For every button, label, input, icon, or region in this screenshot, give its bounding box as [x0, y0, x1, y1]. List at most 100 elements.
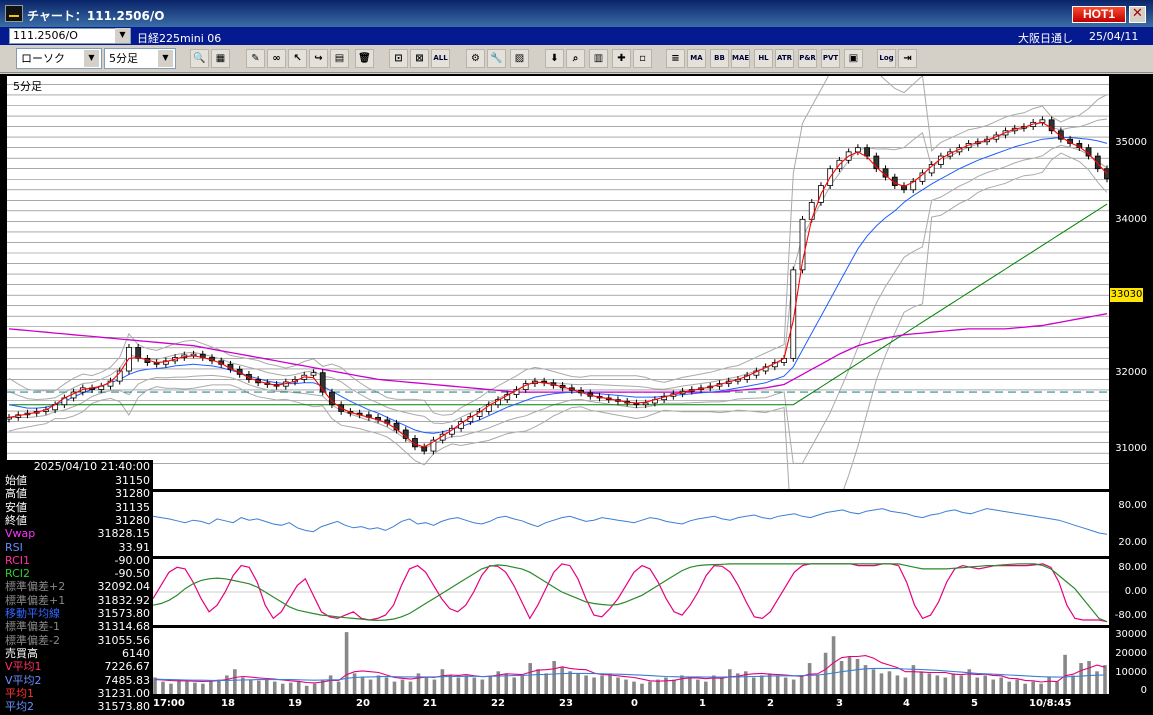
chart-type-select[interactable]: ローソク ▼	[16, 48, 102, 69]
bb-icon[interactable]: BB	[710, 49, 729, 68]
atr-icon[interactable]: ATR	[775, 49, 794, 68]
data-row-label: RCI1	[5, 553, 31, 567]
data-row-label: 始値	[5, 474, 27, 487]
volume-bar	[488, 675, 493, 694]
grid-icon[interactable]: ▦	[211, 49, 230, 68]
link-icon[interactable]: ∞	[267, 49, 286, 68]
volume-bar	[153, 677, 157, 694]
current-price-tag: 33030	[1110, 288, 1143, 302]
zoom-icon[interactable]: 🔍	[190, 49, 209, 68]
pvt-icon[interactable]: PVT	[821, 49, 840, 68]
pandr-icon[interactable]: P&R	[798, 49, 817, 68]
data-panel: 2025/04/10 21:40:00 始値 31150 高値 31280 安値 3113…	[5, 460, 153, 715]
candle-body	[901, 185, 907, 191]
volume-bar	[855, 658, 860, 694]
chevron-down-icon: ▼	[84, 50, 99, 67]
volume-bar	[536, 669, 540, 694]
volume-bar	[568, 671, 572, 694]
wrench-icon[interactable]: 🔧	[487, 49, 506, 68]
rsi-tick-label: 80.00	[1118, 500, 1147, 511]
data-row-label: 売買高	[5, 646, 38, 660]
volume-bar	[831, 636, 836, 694]
data-row-value: 31832.92	[97, 593, 151, 607]
volume-bar	[1007, 681, 1012, 694]
instrument-name: 日経225mini 06	[137, 32, 222, 45]
indicator-icon[interactable]: ≡	[666, 49, 685, 68]
candle-icon[interactable]: ⊡	[389, 49, 408, 68]
volume-bar	[983, 675, 988, 694]
volume-bar	[360, 677, 365, 694]
candle-body	[421, 446, 428, 452]
download-icon[interactable]: ⬇	[545, 49, 564, 68]
candle-body	[642, 402, 649, 406]
volume-tick-label: 0	[1140, 685, 1147, 696]
volume-bar	[600, 675, 604, 694]
data-row-value: 31135	[115, 500, 150, 514]
price-tick-label: 32000	[1115, 367, 1147, 378]
symbol-input[interactable]: 111.2506/O	[9, 28, 131, 44]
volume-bar	[472, 677, 477, 694]
data-row: 終値 31280	[5, 514, 152, 527]
rsi-pane[interactable]	[152, 492, 1109, 556]
trash-icon[interactable]: 🗑	[355, 49, 374, 68]
hot-button[interactable]: HOT1	[1072, 6, 1126, 23]
symbol-info-bar: 111.2506/O ▼ 日経225mini 06 大阪日通し 25/04/11	[0, 27, 1153, 45]
ma-icon[interactable]: MA	[687, 49, 706, 68]
pencil-icon[interactable]: ✎	[246, 49, 265, 68]
volume-bar	[217, 679, 221, 694]
hl-icon[interactable]: HL	[754, 49, 773, 68]
volume-bar	[951, 673, 956, 694]
volume-bar	[528, 663, 533, 694]
volume-bar	[767, 673, 772, 694]
volume-bar	[759, 675, 764, 694]
mae-icon[interactable]: MAE	[731, 49, 750, 68]
curve-icon[interactable]: ↪	[309, 49, 328, 68]
data-row-label: V平均1	[5, 660, 42, 674]
chart-table-icon[interactable]: ▥	[589, 49, 608, 68]
settings-icon[interactable]: ⚙	[466, 49, 485, 68]
data-row: 標準偏差-2 31055.56	[5, 634, 152, 647]
volume-bar	[911, 665, 916, 694]
data-row: RCI1 -90.00	[5, 554, 152, 567]
volume-bar	[640, 683, 644, 694]
symbol-dropdown-icon[interactable]: ▼	[115, 28, 130, 43]
delete-all-icon[interactable]: ALL	[431, 49, 450, 68]
candle-body	[910, 180, 917, 191]
volume-pane[interactable]	[153, 628, 1109, 694]
data-row: V平均2 7485.83	[5, 674, 152, 687]
time-axis: 17:00 18 19 20 21 22 23 0 1 2 3 4 5 10/8:45	[153, 695, 1109, 715]
volume-bar	[1055, 681, 1059, 694]
candle-delete-icon[interactable]: ⊠	[410, 49, 429, 68]
data-row: 標準偏差-1 31314.68	[5, 620, 152, 633]
price-pane[interactable]	[6, 50, 1110, 578]
panel-datetime: 2025/04/10 21:40:00	[33, 460, 150, 473]
volume-bar	[264, 679, 269, 694]
candle-body	[873, 155, 880, 170]
candle-body	[319, 372, 326, 393]
rci-tick-label: 0.00	[1124, 586, 1147, 597]
volume-bar	[225, 675, 229, 694]
volume-bar	[903, 677, 908, 694]
candle-body	[1048, 119, 1055, 132]
data-row: V平均1 7226.67	[5, 660, 152, 673]
log-icon[interactable]: Log	[877, 49, 896, 68]
note-icon[interactable]: ▤	[330, 49, 349, 68]
cursor-icon[interactable]: ↖	[288, 49, 307, 68]
close-button[interactable]: ✕	[1129, 6, 1146, 23]
timeframe-select[interactable]: 5分足 ▼	[104, 48, 176, 69]
data-row-label: 安値	[5, 500, 27, 514]
volume-bar	[743, 671, 748, 694]
candle-body	[808, 202, 815, 220]
app-icon	[5, 5, 23, 22]
rci-tick-label: 80.00	[1118, 562, 1147, 573]
frame-icon[interactable]: ▣	[844, 49, 863, 68]
exit-icon[interactable]: ⇥	[898, 49, 917, 68]
color-icon[interactable]: ▨	[510, 49, 529, 68]
time-axis-label: 2	[767, 698, 774, 709]
volume-bar	[959, 675, 964, 694]
disabled-icon[interactable]: ▫	[633, 49, 652, 68]
search-chart-icon[interactable]: ⌕	[566, 49, 585, 68]
rci-pane[interactable]	[152, 559, 1109, 625]
volume-bar	[288, 682, 293, 694]
stats-icon[interactable]: ✚	[612, 49, 631, 68]
